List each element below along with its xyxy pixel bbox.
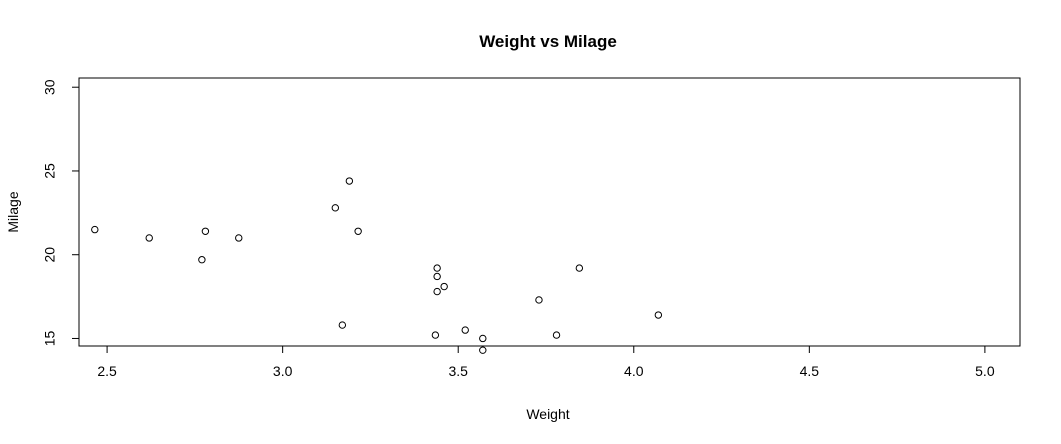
x-tick-label: 4.0 <box>624 363 644 379</box>
data-point <box>552 331 561 339</box>
y-tick-label: 30 <box>42 79 58 95</box>
data-point <box>331 204 340 212</box>
data-point <box>479 346 487 354</box>
data-point <box>201 227 210 235</box>
data-points <box>91 177 663 354</box>
data-point <box>354 227 362 235</box>
data-point <box>654 311 663 319</box>
data-point <box>235 234 243 242</box>
data-point <box>575 264 584 272</box>
y-tick-label: 15 <box>42 330 58 346</box>
x-tick-label: 3.0 <box>273 363 293 379</box>
y-axis-title: Milage <box>5 191 21 232</box>
data-point <box>461 326 469 334</box>
data-point <box>198 256 206 264</box>
chart-title: Weight vs Milage <box>479 32 617 51</box>
data-point <box>479 334 487 343</box>
data-point <box>91 225 99 234</box>
y-axis: 15 20 25 30 <box>42 79 79 346</box>
y-tick-label: 20 <box>42 247 58 263</box>
data-point <box>433 264 441 272</box>
data-point <box>535 296 543 304</box>
x-tick-label: 3.5 <box>448 363 468 379</box>
data-point <box>440 282 448 291</box>
data-point <box>338 321 347 329</box>
plot-box <box>78 77 1021 347</box>
x-tick-label: 2.5 <box>97 363 117 379</box>
data-point <box>345 177 354 185</box>
x-axis: 2.5 3.0 3.5 4.0 4.5 5.0 <box>97 346 995 379</box>
data-point <box>431 331 440 339</box>
data-point <box>433 272 441 281</box>
y-tick-label: 25 <box>42 163 58 179</box>
data-point <box>433 287 441 296</box>
x-tick-label: 5.0 <box>975 363 995 379</box>
x-tick-label: 4.5 <box>800 363 820 379</box>
x-axis-title: Weight <box>526 406 569 422</box>
data-point <box>145 234 153 242</box>
